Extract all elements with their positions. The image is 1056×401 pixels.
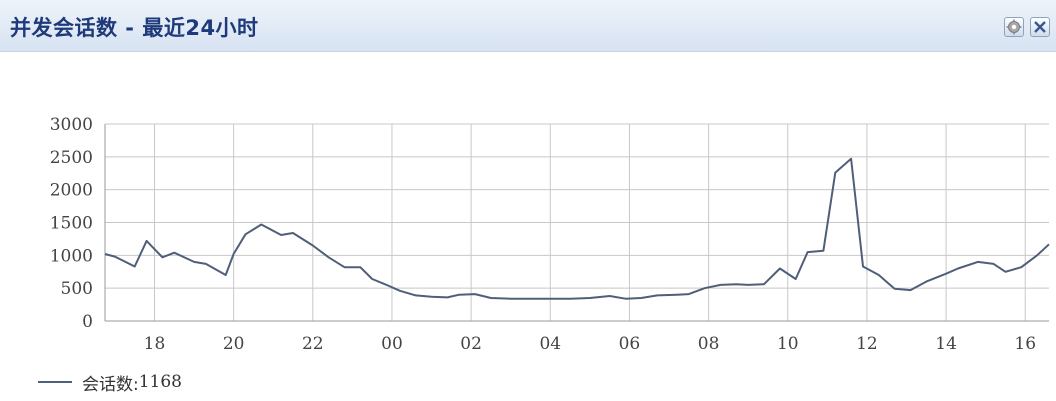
y-tick-label: 2500 — [50, 148, 93, 168]
close-icon — [1034, 21, 1046, 33]
x-tick-label: 12 — [856, 334, 878, 354]
y-tick-label: 3000 — [50, 115, 93, 135]
y-tick-label: 500 — [61, 279, 93, 299]
x-tick-label: 06 — [619, 334, 641, 354]
chart-legend: 会话数: 1168 — [38, 370, 182, 395]
x-tick-label: 18 — [144, 334, 166, 354]
panel-title: 并发会话数 - 最近24小时 — [10, 16, 259, 40]
gear-icon — [1006, 19, 1022, 35]
y-tick-label: 0 — [82, 312, 93, 332]
x-tick-label: 02 — [460, 334, 482, 354]
legend-line-swatch — [38, 381, 72, 383]
x-tick-label: 20 — [223, 334, 245, 354]
legend-value: 1168 — [138, 372, 182, 392]
y-tick-label: 1000 — [50, 246, 93, 266]
series-line-0 — [104, 157, 1050, 300]
line-chart: 0 500 1000 1500 2000 2500 3000 18 20 22 00 02 04 06 08… — [50, 115, 1050, 354]
legend-label: 会话数: — [82, 374, 139, 395]
close-button[interactable] — [1030, 17, 1050, 37]
x-tick-label: 14 — [935, 334, 957, 354]
x-tick-label: 10 — [777, 334, 799, 354]
x-tick-label: 00 — [381, 334, 403, 354]
x-tick-label: 22 — [302, 334, 324, 354]
x-tick-label: 08 — [698, 334, 720, 354]
panel-header: 并发会话数 - 最近24小时 — [0, 0, 1056, 52]
x-tick-label: 04 — [539, 334, 561, 354]
x-tick-label: 16 — [1014, 334, 1036, 354]
settings-button[interactable] — [1004, 17, 1024, 37]
y-tick-label: 1500 — [50, 214, 93, 234]
y-tick-label: 2000 — [50, 181, 93, 201]
